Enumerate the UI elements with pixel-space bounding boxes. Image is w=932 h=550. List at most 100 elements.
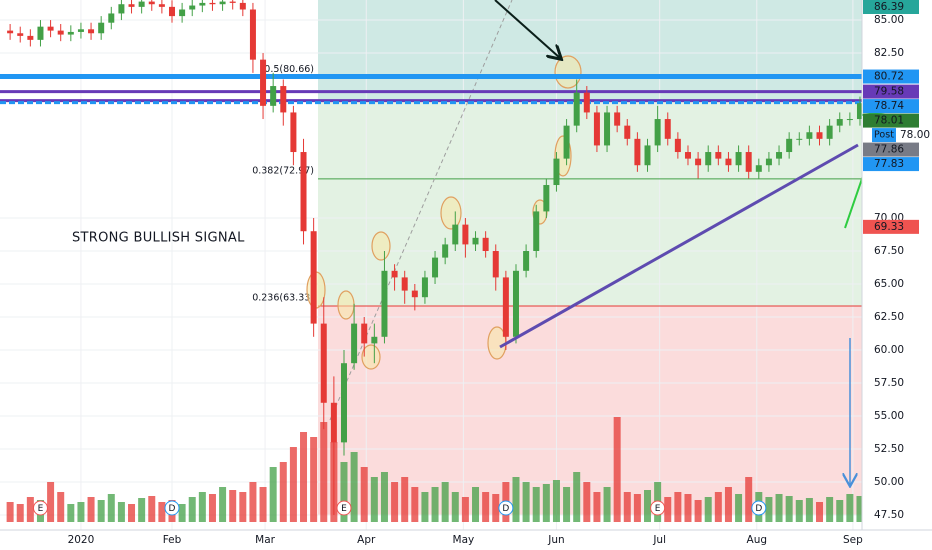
- drawings-top: [494, 0, 862, 485]
- candle-body: [614, 112, 621, 126]
- volume-bar: [380, 472, 388, 522]
- candle-body: [644, 145, 651, 166]
- candle-body: [189, 5, 196, 10]
- volume-bar: [512, 477, 520, 522]
- candle-body: [168, 6, 175, 17]
- candle-body: [411, 290, 418, 298]
- candle-body: [37, 26, 44, 40]
- candle-body: [7, 30, 14, 34]
- candle-body: [290, 112, 297, 153]
- volume-bar: [279, 462, 287, 522]
- tag-prefix-bg: [872, 128, 896, 143]
- x-tick-label: Jun: [547, 534, 564, 546]
- event-marker: [751, 500, 767, 516]
- candle-body: [684, 152, 691, 159]
- candle-body: [502, 277, 509, 337]
- event-label: D: [755, 504, 762, 514]
- candle-body: [340, 363, 347, 443]
- volume-bar: [26, 497, 34, 522]
- candle-body: [725, 158, 732, 166]
- y-tick-label: 47.50: [874, 509, 904, 521]
- axes: 85.0082.5070.0067.5065.0062.5060.0057.50…: [68, 0, 932, 546]
- candle-body: [229, 1, 236, 3]
- arrow: [494, 0, 560, 58]
- price-tag: 69.33: [874, 221, 904, 233]
- candle-body: [856, 103, 862, 120]
- event-label: E: [38, 504, 44, 514]
- fib-label: 0.236(63.33): [252, 293, 314, 304]
- volume-bar: [482, 492, 490, 522]
- x-tick-label: Apr: [357, 534, 376, 546]
- x-tick-label: Feb: [163, 534, 182, 546]
- volume-bar: [340, 462, 348, 522]
- event-label: E: [655, 504, 661, 514]
- tag-prefix: Post: [874, 130, 894, 141]
- volume-bar: [745, 477, 753, 522]
- candle-body: [67, 31, 74, 35]
- candle-body: [462, 224, 469, 245]
- candle-body: [148, 1, 155, 5]
- volume-bar: [178, 504, 186, 522]
- volume-bar: [208, 494, 216, 522]
- candle-body: [128, 4, 135, 7]
- fib-label: 0.5(80.66): [264, 64, 314, 75]
- price-tag: 78.01: [874, 115, 904, 127]
- candle-body: [472, 237, 479, 245]
- candle-body: [715, 152, 722, 159]
- highlight: [371, 231, 391, 261]
- candle-body: [249, 9, 256, 60]
- candle-body: [330, 402, 337, 443]
- volume-bar: [259, 487, 267, 522]
- volume-bar: [613, 417, 621, 522]
- volume-bar: [765, 497, 773, 522]
- volume-bar: [360, 467, 368, 522]
- volume-bar: [300, 432, 308, 522]
- price-tag-bg: [863, 142, 919, 157]
- candle-body: [300, 152, 307, 232]
- candle-body: [512, 270, 519, 337]
- volume-bar: [593, 492, 601, 522]
- event-label: D: [169, 504, 176, 514]
- volume-bar: [57, 492, 65, 522]
- volume-bar: [785, 496, 793, 522]
- volume-bar: [138, 498, 146, 522]
- y-tick-label: 82.50: [874, 47, 904, 59]
- y-tick-label: 52.50: [874, 443, 904, 455]
- volume-bar: [148, 496, 156, 522]
- price-tag-bg: [863, 99, 919, 114]
- candle-body: [806, 132, 813, 139]
- candle-body: [310, 231, 317, 324]
- drawings: [306, 0, 582, 421]
- candle-body: [98, 22, 105, 34]
- candle-body: [179, 9, 186, 17]
- x-tick-label: Mar: [255, 534, 275, 546]
- candle-body: [209, 2, 216, 5]
- volume-bar: [107, 494, 115, 522]
- price-tag-bg: [897, 128, 932, 143]
- candle-body: [755, 165, 762, 172]
- price-tag-bg: [863, 113, 919, 128]
- candle-body: [88, 29, 95, 34]
- x-tick-label: Sep: [843, 534, 863, 546]
- volume-bar: [684, 494, 692, 522]
- volume-bar: [775, 494, 783, 522]
- position-zones: [318, 0, 862, 515]
- volume-bar: [128, 504, 136, 522]
- candle-body: [745, 152, 752, 172]
- candle-body: [563, 125, 570, 159]
- price-tag: 77.86: [874, 144, 904, 156]
- highlight: [337, 290, 355, 320]
- volume-bar: [461, 497, 469, 522]
- highlight: [361, 344, 381, 370]
- volume-bar: [289, 447, 297, 522]
- fib-trend: [329, 0, 513, 421]
- volume-bar: [826, 497, 834, 522]
- candle-body: [27, 35, 34, 40]
- candle-body: [260, 59, 267, 106]
- volume-bar: [431, 487, 439, 522]
- volume-bar: [522, 482, 530, 522]
- profit-zone: [318, 100, 862, 306]
- volume-bar: [198, 492, 206, 522]
- price-tag: 78.00: [900, 129, 930, 141]
